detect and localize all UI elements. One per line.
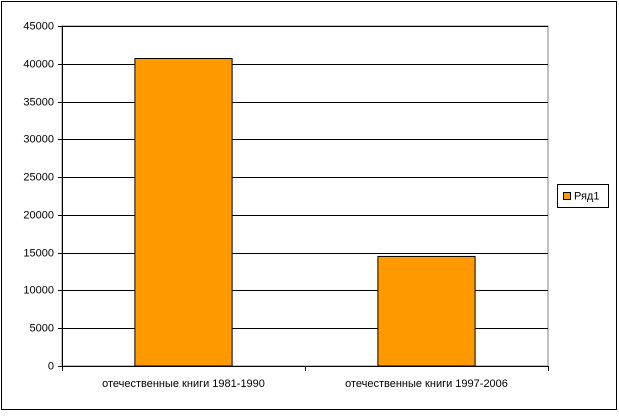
y-tick-label: 20000	[23, 209, 54, 221]
y-tick-label: 35000	[23, 96, 54, 108]
legend-box	[557, 184, 609, 208]
legend-label: Ряд1	[574, 190, 599, 202]
y-tick-label: 10000	[23, 284, 54, 296]
x-tick-label: отечественные книги 1997-2006	[345, 378, 508, 390]
y-tick-label: 5000	[30, 322, 54, 334]
y-tick-label: 0	[48, 360, 54, 372]
bar	[134, 57, 233, 367]
x-tick-label: отечественные книги 1981-1990	[102, 378, 265, 390]
y-tick-label: 25000	[23, 171, 54, 183]
y-tick-label: 15000	[23, 247, 54, 259]
y-tick-label: 40000	[23, 58, 54, 70]
y-tick-label: 30000	[23, 133, 54, 145]
legend-swatch	[563, 192, 571, 200]
bar	[377, 255, 476, 367]
y-tick-label: 45000	[23, 20, 54, 32]
